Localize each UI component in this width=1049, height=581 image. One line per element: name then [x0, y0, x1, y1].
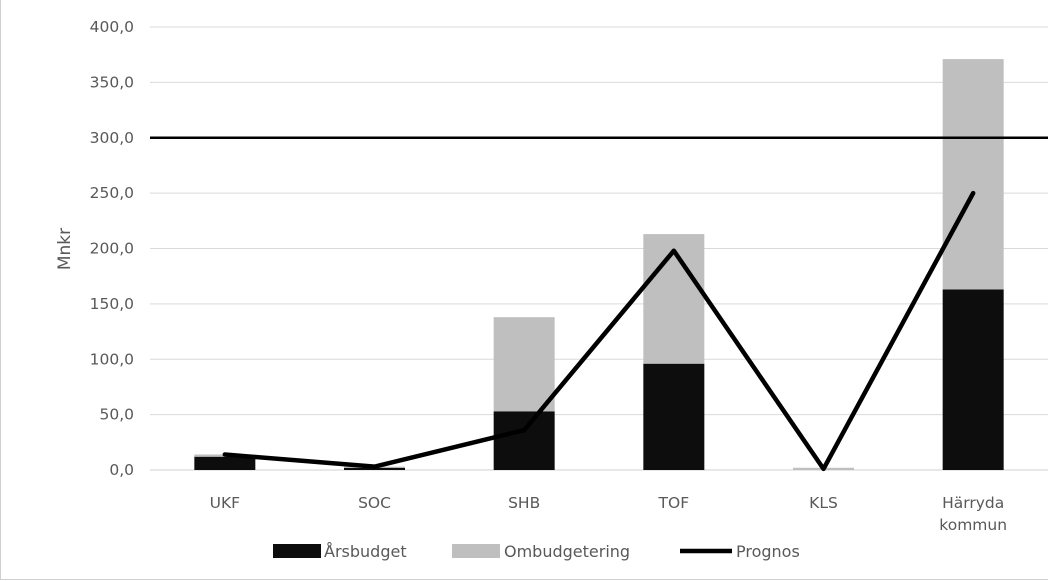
bars	[194, 59, 1004, 470]
x-tick-label: SHB	[508, 494, 540, 512]
legend-label: Årsbudget	[324, 542, 407, 561]
x-tick-label: Härryda kommun	[939, 494, 1007, 534]
legend-label: Ombudgetering	[504, 542, 630, 561]
prognos-line	[222, 190, 976, 472]
legend-swatch-årsbudget	[273, 544, 321, 558]
y-tick-label: 0,0	[109, 461, 134, 479]
y-tick-labels: 0,0 50,0 100,0 150,0 200,0 250,0 300,0 350,0 400…	[90, 18, 134, 479]
x-tick-label: SOC	[358, 494, 391, 512]
bar-ombudgetering	[942, 59, 1004, 290]
bar-årsbudget	[942, 289, 1004, 470]
y-tick-label: 250,0	[90, 184, 134, 202]
legend: Årsbudget Ombudgetering Prognos	[273, 542, 800, 561]
bar-årsbudget	[493, 411, 555, 470]
grid-lines	[150, 26, 1048, 471]
legend-label: Prognos	[736, 542, 800, 561]
y-tick-label: 200,0	[90, 240, 134, 258]
x-tick-label: TOF	[658, 494, 690, 512]
bar-årsbudget	[194, 456, 256, 470]
y-tick-label: 350,0	[90, 73, 134, 91]
prognos-series-line	[222, 190, 976, 472]
y-tick-label: 50,0	[99, 406, 134, 424]
y-tick-label: 100,0	[90, 350, 134, 368]
x-tick-label: UKF	[210, 494, 241, 512]
y-axis-title: Mnkr	[55, 228, 75, 270]
y-tick-label: 150,0	[90, 295, 134, 313]
bar-årsbudget	[643, 363, 705, 470]
y-tick-label: 300,0	[90, 129, 134, 147]
bar-ombudgetering	[493, 317, 555, 412]
x-tick-labels: UKF SOC SHB TOF KLS Härryda kommun	[210, 494, 1007, 534]
y-tick-label: 400,0	[90, 18, 134, 36]
x-tick-label: KLS	[809, 494, 838, 512]
bar-ombudgetering	[643, 234, 705, 364]
legend-swatch-ombudgetering	[452, 544, 500, 558]
